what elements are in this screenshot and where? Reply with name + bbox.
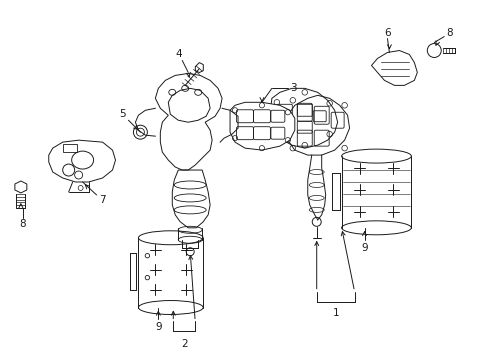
Text: 4: 4 [175, 49, 181, 59]
Text: 3: 3 [290, 84, 297, 93]
Text: 5: 5 [119, 109, 125, 119]
Ellipse shape [138, 301, 203, 315]
Text: 9: 9 [361, 243, 367, 253]
Text: 7: 7 [99, 195, 105, 205]
Text: 6: 6 [384, 28, 390, 37]
Text: 9: 9 [155, 323, 162, 332]
Polygon shape [229, 102, 294, 150]
Ellipse shape [341, 221, 410, 235]
Text: 1: 1 [332, 309, 338, 319]
Text: 8: 8 [20, 219, 26, 229]
Bar [62, 144, 77, 152]
Text: 2: 2 [181, 339, 187, 349]
Text: 8: 8 [445, 28, 451, 37]
